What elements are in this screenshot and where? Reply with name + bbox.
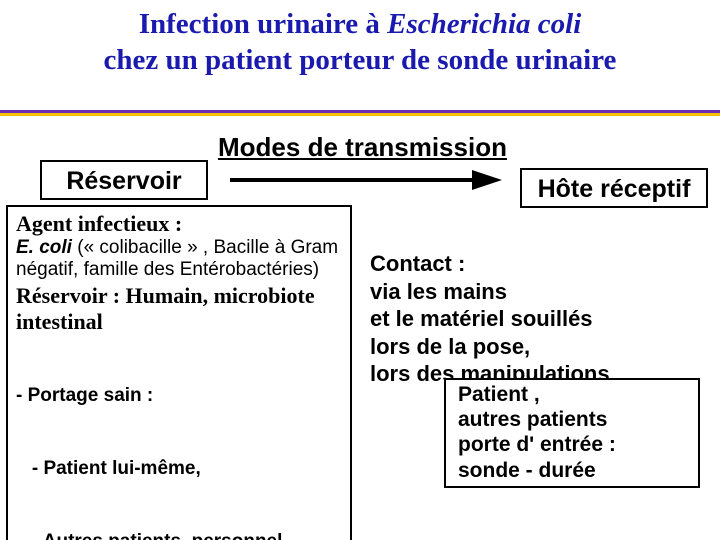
portage-item-0: - Patient lui-même, bbox=[16, 457, 342, 481]
portage-head: - Portage sain : bbox=[16, 384, 342, 408]
title-line2: chez un patient porteur de sonde urinair… bbox=[104, 44, 617, 76]
title-line1b-italic: Escherichia coli bbox=[387, 8, 581, 40]
agent-body: - Portage sain : - Patient lui-même, - A… bbox=[16, 335, 342, 540]
title-line1a: Infection urinaire à bbox=[139, 8, 387, 40]
title-divider bbox=[0, 110, 720, 116]
contact-l4: lors de la pose, bbox=[370, 333, 610, 361]
agent-sub1-bold: E. coli bbox=[16, 237, 72, 258]
agent-heading: Agent infectieux : bbox=[16, 211, 342, 237]
patient-l4: sonde - durée bbox=[458, 458, 692, 483]
hote-receptif-box: Hôte réceptif bbox=[520, 168, 708, 208]
divider-yellow bbox=[0, 113, 720, 116]
transmission-arrow-icon bbox=[230, 168, 502, 192]
patient-l3: porte d' entrée : bbox=[458, 432, 692, 457]
reservoir-box-text: Réservoir bbox=[66, 167, 181, 195]
agent-subline: E. coli (« colibacille » , Bacille à Gra… bbox=[16, 237, 342, 281]
patient-box: Patient , autres patients porte d' entré… bbox=[444, 378, 700, 488]
patient-l1: Patient , bbox=[458, 382, 692, 407]
agent-reservoir-line: Réservoir : Humain, microbiote intestina… bbox=[16, 283, 342, 336]
slide-title: Infection urinaire à Escherichia coli ch… bbox=[0, 0, 720, 79]
contact-l1: Contact : bbox=[370, 250, 610, 278]
modes-transmission-label: Modes de transmission bbox=[218, 132, 507, 163]
portage-item-1: - Autres patients, personnel bbox=[16, 530, 342, 540]
patient-l2: autres patients bbox=[458, 407, 692, 432]
contact-text: Contact : via les mains et le matériel s… bbox=[370, 250, 610, 388]
contact-l3: et le matériel souillés bbox=[370, 305, 610, 333]
agent-infectieux-box: Agent infectieux : E. coli (« colibacill… bbox=[6, 205, 352, 540]
reservoir-box: Réservoir bbox=[40, 160, 208, 200]
slide: Infection urinaire à Escherichia coli ch… bbox=[0, 0, 720, 540]
hote-receptif-text: Hôte réceptif bbox=[538, 175, 691, 203]
contact-l2: via les mains bbox=[370, 278, 610, 306]
